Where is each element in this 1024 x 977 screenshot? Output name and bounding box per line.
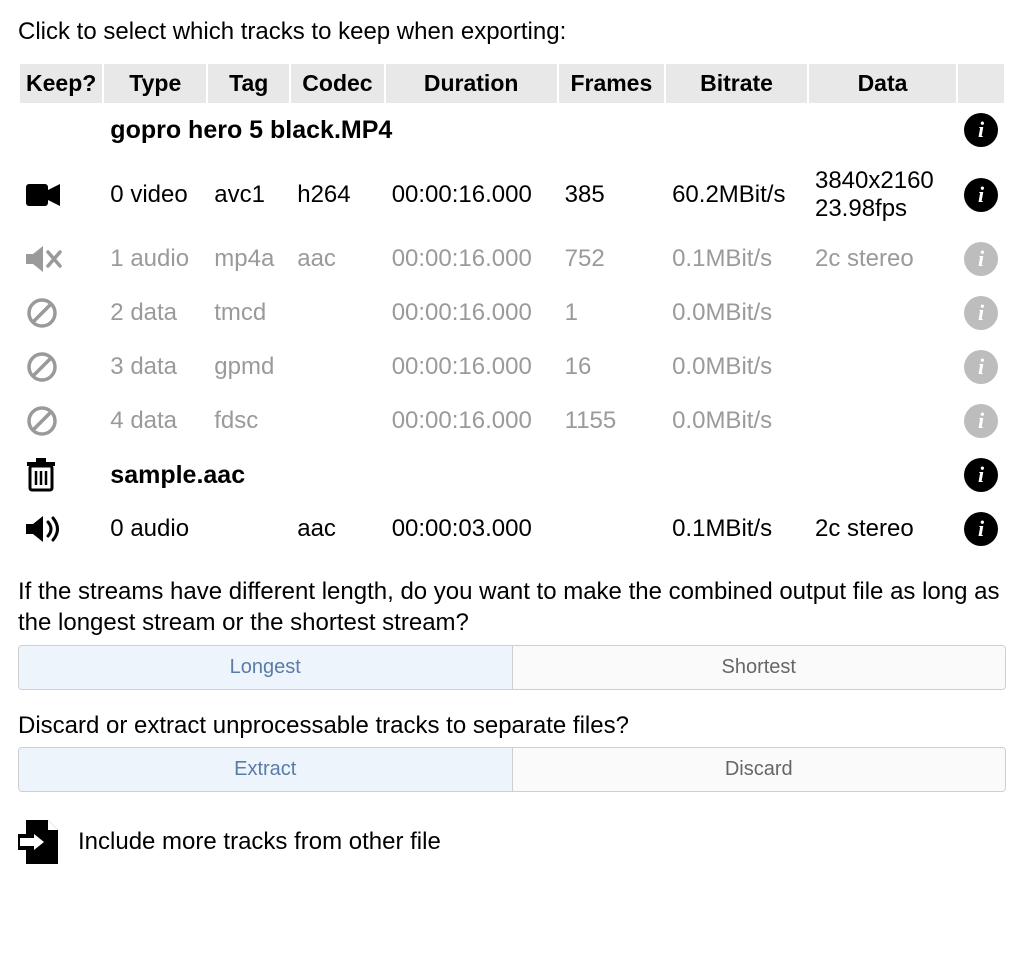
video-icon[interactable] xyxy=(20,157,102,232)
track-data xyxy=(809,286,956,340)
track-type: 3 data xyxy=(104,340,206,394)
track-frames: 385 xyxy=(559,157,664,232)
track-duration: 00:00:16.000 xyxy=(386,157,557,232)
track-row[interactable]: 0 audio aac00:00:03.000 0.1MBit/s2c stereo… xyxy=(20,502,1004,556)
track-row[interactable]: 0 videoavc1h26400:00:16.00038560.2MBit/s… xyxy=(20,157,1004,232)
track-row[interactable]: 3 datagpmd 00:00:16.000160.0MBit/s i xyxy=(20,340,1004,394)
include-more-button[interactable]: Include more tracks from other file xyxy=(18,820,1006,864)
trash-icon[interactable] xyxy=(20,448,102,502)
track-bitrate: 0.1MBit/s xyxy=(666,502,807,556)
track-data: 3840x216023.98fps xyxy=(809,157,956,232)
track-data: 2c stereo xyxy=(809,232,956,286)
file-icon-cell xyxy=(20,103,102,157)
col-header-data: Data xyxy=(809,64,956,103)
audio-mute-icon[interactable] xyxy=(20,232,102,286)
track-duration: 00:00:16.000 xyxy=(386,232,557,286)
shortest-button[interactable]: Shortest xyxy=(512,646,1006,689)
file-row: gopro hero 5 black.MP4i xyxy=(20,103,1004,157)
track-type: 0 audio xyxy=(104,502,206,556)
col-header-codec: Codec xyxy=(291,64,383,103)
track-bitrate: 0.0MBit/s xyxy=(666,394,807,448)
track-codec: aac xyxy=(291,232,383,286)
col-header-duration: Duration xyxy=(386,64,557,103)
track-duration: 00:00:16.000 xyxy=(386,394,557,448)
col-header-keep: Keep? xyxy=(20,64,102,103)
info-icon[interactable]: i xyxy=(964,404,998,438)
track-data: 2c stereo xyxy=(809,502,956,556)
info-icon[interactable]: i xyxy=(964,350,998,384)
track-info-cell: i xyxy=(958,286,1004,340)
track-data xyxy=(809,340,956,394)
col-header-bitrate: Bitrate xyxy=(666,64,807,103)
discard-toggle-group: Extract Discard xyxy=(18,747,1006,792)
track-row[interactable]: 4 datafdsc 00:00:16.00011550.0MBit/s i xyxy=(20,394,1004,448)
info-icon[interactable]: i xyxy=(964,458,998,492)
track-frames: 1 xyxy=(559,286,664,340)
track-tag: avc1 xyxy=(208,157,289,232)
track-duration: 00:00:16.000 xyxy=(386,286,557,340)
col-header-info xyxy=(958,64,1004,103)
col-header-frames: Frames xyxy=(559,64,664,103)
track-frames: 752 xyxy=(559,232,664,286)
file-info-cell: i xyxy=(958,448,1004,502)
track-frames: 1155 xyxy=(559,394,664,448)
track-codec: h264 xyxy=(291,157,383,232)
include-more-label: Include more tracks from other file xyxy=(78,828,441,856)
discard-button[interactable]: Discard xyxy=(512,748,1006,791)
track-info-cell: i xyxy=(958,232,1004,286)
track-type: 1 audio xyxy=(104,232,206,286)
audio-on-icon[interactable] xyxy=(20,502,102,556)
file-row: sample.aaci xyxy=(20,448,1004,502)
col-header-type: Type xyxy=(104,64,206,103)
track-codec xyxy=(291,340,383,394)
length-toggle-group: Longest Shortest xyxy=(18,645,1006,690)
track-info-cell: i xyxy=(958,394,1004,448)
track-bitrate: 0.1MBit/s xyxy=(666,232,807,286)
file-name: gopro hero 5 black.MP4 xyxy=(104,103,956,157)
track-frames xyxy=(559,502,664,556)
ban-icon[interactable] xyxy=(20,340,102,394)
info-icon[interactable]: i xyxy=(964,113,998,147)
track-tag: mp4a xyxy=(208,232,289,286)
ban-icon[interactable] xyxy=(20,394,102,448)
track-tag: fdsc xyxy=(208,394,289,448)
track-codec xyxy=(291,286,383,340)
table-header-row: Keep? Type Tag Codec Duration Frames Bit… xyxy=(20,64,1004,103)
instruction-text: Click to select which tracks to keep whe… xyxy=(18,18,1006,46)
ban-icon[interactable] xyxy=(20,286,102,340)
file-name: sample.aac xyxy=(104,448,956,502)
track-bitrate: 0.0MBit/s xyxy=(666,340,807,394)
info-icon[interactable]: i xyxy=(964,296,998,330)
track-codec xyxy=(291,394,383,448)
discard-question: Discard or extract unprocessable tracks … xyxy=(18,710,1006,741)
track-info-cell: i xyxy=(958,340,1004,394)
track-duration: 00:00:16.000 xyxy=(386,340,557,394)
track-duration: 00:00:03.000 xyxy=(386,502,557,556)
longest-button[interactable]: Longest xyxy=(19,646,512,689)
track-bitrate: 0.0MBit/s xyxy=(666,286,807,340)
track-row[interactable]: 1 audiomp4aaac00:00:16.0007520.1MBit/s2c… xyxy=(20,232,1004,286)
track-frames: 16 xyxy=(559,340,664,394)
track-type: 0 video xyxy=(104,157,206,232)
track-row[interactable]: 2 datatmcd 00:00:16.00010.0MBit/s i xyxy=(20,286,1004,340)
track-tag: gpmd xyxy=(208,340,289,394)
info-icon[interactable]: i xyxy=(964,178,998,212)
track-type: 4 data xyxy=(104,394,206,448)
track-info-cell: i xyxy=(958,157,1004,232)
track-bitrate: 60.2MBit/s xyxy=(666,157,807,232)
length-question: If the streams have different length, do… xyxy=(18,576,1006,638)
file-import-icon xyxy=(18,820,58,864)
track-data xyxy=(809,394,956,448)
tracks-table: Keep? Type Tag Codec Duration Frames Bit… xyxy=(18,64,1006,556)
track-tag: tmcd xyxy=(208,286,289,340)
extract-button[interactable]: Extract xyxy=(19,748,512,791)
col-header-tag: Tag xyxy=(208,64,289,103)
info-icon[interactable]: i xyxy=(964,512,998,546)
track-tag xyxy=(208,502,289,556)
file-info-cell: i xyxy=(958,103,1004,157)
info-icon[interactable]: i xyxy=(964,242,998,276)
track-info-cell: i xyxy=(958,502,1004,556)
track-codec: aac xyxy=(291,502,383,556)
track-type: 2 data xyxy=(104,286,206,340)
